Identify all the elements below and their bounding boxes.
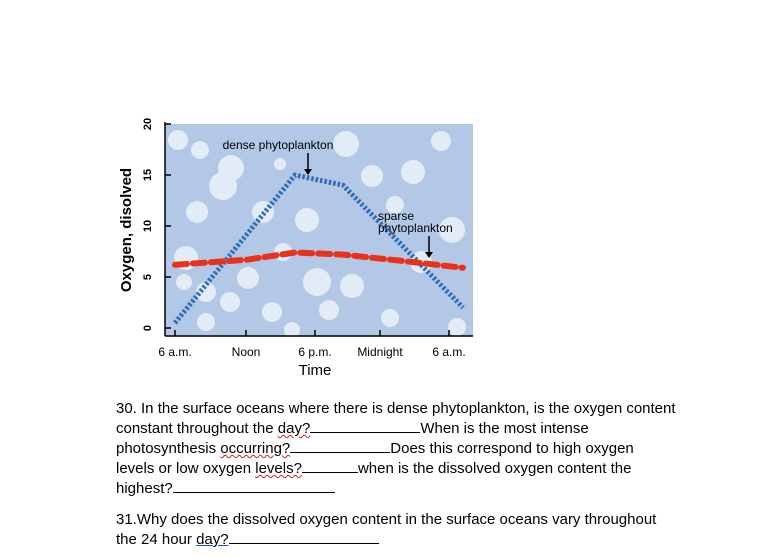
annotation-sparse-arrow-head [425,252,433,258]
q30-answer-blank-4[interactable] [172,478,335,493]
series-sparse-phytoplankton-line [172,249,466,271]
bubble [262,302,282,322]
x-tick-label: 6 a.m. [432,345,465,359]
q30-text-3: Does this correspond to high oxygen leve… [116,440,634,477]
y-tick-label: 20 [142,118,154,130]
bubble [237,267,259,289]
bubble [361,165,383,187]
q30-answer-blank-2[interactable] [290,438,391,453]
x-tick-label: Noon [232,345,261,359]
bubble [340,274,364,298]
y-tick-label: 0 [142,325,154,331]
x-tick-label: Midnight [357,345,403,359]
bubble [381,309,399,327]
bubble [176,274,192,290]
bubble [196,282,216,302]
bubble [191,141,209,159]
bubble [274,158,286,170]
y-axis-label: Oxygen, disolved [118,168,135,292]
bubble [284,322,300,336]
q30-word-3: levels? [255,460,302,477]
bubble [197,313,215,331]
bubble [333,131,359,157]
bubble [209,172,237,200]
annotation-dense-arrow-head [304,169,312,175]
y-tick-label: 15 [142,169,154,181]
bubble [448,318,466,336]
bubble [439,217,465,243]
bubble [168,130,188,150]
bubble [295,208,319,232]
q30-text-1: 30. In the surface oceans where there is… [116,400,676,437]
q31-word-1: day? [196,531,229,548]
y-tick-label: 5 [142,274,154,280]
q31-text-1: 31.Why does the dissolved oxygen content… [116,511,657,548]
annotation-dense-label: dense phytoplankton [223,138,334,152]
bubble [401,160,425,184]
bubble [386,196,404,214]
annotation-sparse-label-line2: phytoplankton [378,221,453,235]
series-group [172,172,466,325]
bubble [319,300,339,320]
question-30: 30. In the surface oceans where there is… [116,400,676,498]
axes: 0 5 10 15 20 6 a.m. Noon 6 p.m. Midnight 6 a.m. [142,118,473,359]
plot-background [165,124,473,336]
x-tick-label: 6 a.m. [158,345,191,359]
bubble [220,292,240,312]
q30-word-1: day? [277,420,311,437]
x-tick-label: 6 p.m. [298,345,331,359]
bubble [431,131,451,151]
q30-word-2: occurring? [220,440,291,457]
q30-answer-blank-3[interactable] [301,458,358,473]
x-axis-label: Time [299,362,332,379]
q30-text-4: when is the dissolved oxygen content the… [116,460,632,497]
bubble [186,201,208,223]
q30-text-2: When is the most intense photosynthesis [116,420,589,457]
q31-answer-blank[interactable] [228,529,379,544]
y-tick-label: 10 [142,220,154,232]
question-31: 31.Why does the dissolved oxygen content… [116,511,676,549]
series-dense-phytoplankton-line [173,172,465,325]
q30-answer-blank-1[interactable] [310,418,421,433]
annotation-sparse-label-line1: sparse [378,209,414,223]
oxygen-chart: 0 5 10 15 20 6 a.m. Noon 6 p.m. Midnight 6 a.m. d… [118,118,473,379]
bubble [303,268,331,296]
